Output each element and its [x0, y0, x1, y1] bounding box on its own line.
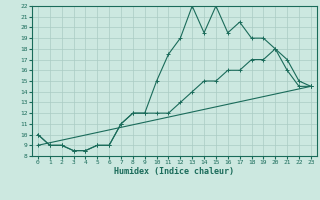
X-axis label: Humidex (Indice chaleur): Humidex (Indice chaleur)	[115, 167, 234, 176]
